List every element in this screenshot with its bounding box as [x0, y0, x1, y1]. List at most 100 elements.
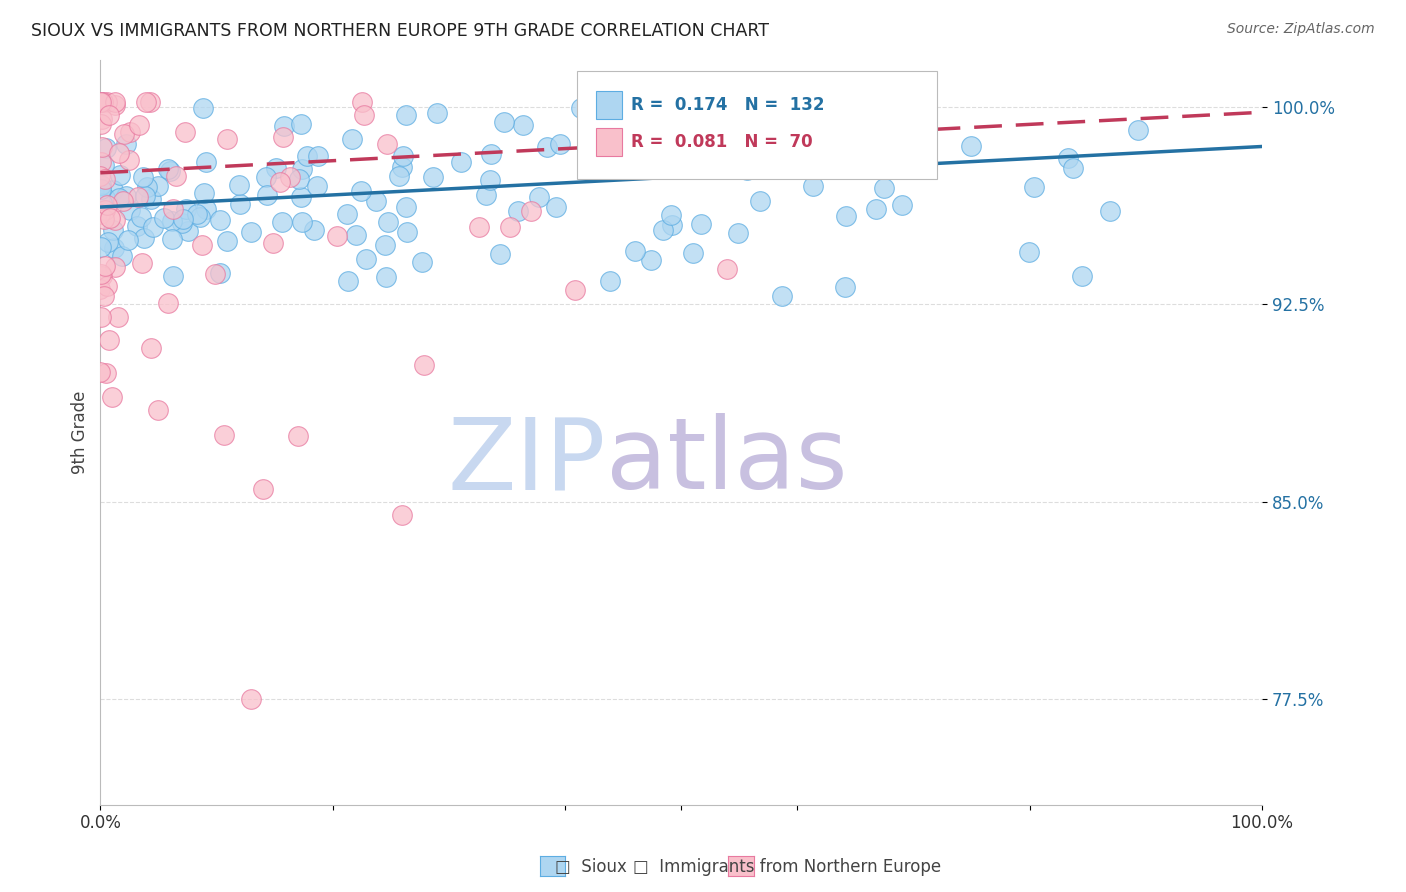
Point [550, 137, 572, 152]
Point [344, 228, 367, 243]
Point [90, 178, 112, 192]
Point [724, 160, 747, 174]
Point [652, 223, 675, 237]
Point [302, 222, 325, 236]
Point [141, 341, 163, 355]
Text: R =  0.081   N =  70: R = 0.081 N = 70 [631, 133, 813, 152]
Point [904, 131, 927, 145]
Point [377, 215, 399, 229]
Point [97, 108, 120, 122]
Point [117, 233, 139, 247]
Point [94, 366, 117, 380]
Point [103, 212, 125, 227]
Point [172, 216, 194, 230]
Point [94, 191, 117, 205]
Point [194, 155, 217, 169]
Point [364, 194, 387, 209]
Text: R =  0.174   N =  132: R = 0.174 N = 132 [631, 96, 825, 114]
Text: □  Sioux: □ Sioux [554, 858, 627, 876]
Point [544, 200, 567, 214]
Point [208, 212, 231, 227]
Point [118, 125, 141, 139]
Point [737, 163, 759, 178]
Point [512, 118, 534, 132]
Point [749, 194, 772, 208]
Point [141, 192, 163, 206]
Point [1071, 268, 1094, 283]
Point [297, 148, 319, 162]
Point [655, 151, 678, 165]
Point [103, 95, 125, 109]
Point [90, 310, 112, 325]
Point [388, 169, 411, 184]
Point [374, 269, 396, 284]
Point [240, 692, 263, 706]
Y-axis label: 9th Grade: 9th Grade [72, 391, 89, 474]
Point [96, 197, 118, 211]
Point [132, 231, 155, 245]
Point [624, 244, 647, 258]
Point [468, 219, 491, 234]
Point [93, 212, 115, 227]
Point [264, 161, 287, 176]
Point [716, 262, 738, 277]
Point [228, 178, 250, 192]
Point [100, 390, 122, 404]
Point [132, 169, 155, 184]
Point [91, 140, 114, 154]
Point [865, 202, 887, 217]
Point [375, 136, 398, 151]
Point [661, 218, 683, 232]
Point [252, 482, 274, 496]
Point [898, 95, 921, 109]
Point [229, 196, 252, 211]
Point [97, 333, 120, 347]
Point [391, 160, 413, 174]
Point [89, 282, 111, 296]
Point [1099, 204, 1122, 219]
Point [891, 198, 914, 212]
Point [209, 266, 232, 280]
Point [101, 183, 124, 197]
Point [326, 228, 349, 243]
Point [108, 146, 131, 161]
Point [287, 429, 309, 443]
Point [536, 139, 558, 153]
Point [108, 191, 131, 205]
Point [290, 117, 312, 131]
Point [90, 267, 112, 281]
Point [103, 98, 125, 112]
Point [599, 274, 621, 288]
Point [174, 202, 197, 216]
Point [273, 119, 295, 133]
Point [215, 132, 238, 146]
Point [307, 148, 329, 162]
Point [114, 136, 136, 151]
Point [770, 289, 793, 303]
Point [157, 161, 180, 176]
Point [90, 182, 112, 196]
Point [89, 207, 111, 221]
Point [90, 196, 112, 211]
Point [146, 179, 169, 194]
Point [508, 203, 530, 218]
Point [94, 172, 117, 186]
Point [450, 154, 472, 169]
Point [159, 164, 181, 178]
Point [271, 215, 294, 229]
Point [90, 117, 112, 131]
Point [90, 95, 112, 109]
Point [91, 268, 114, 283]
Point [160, 231, 183, 245]
Point [157, 295, 180, 310]
Point [336, 274, 359, 288]
Point [307, 178, 329, 193]
Point [336, 206, 359, 220]
Point [391, 508, 413, 522]
Point [659, 208, 682, 222]
Point [91, 95, 114, 109]
Point [395, 108, 418, 122]
Point [489, 246, 512, 260]
Point [350, 95, 373, 109]
Point [426, 105, 449, 120]
